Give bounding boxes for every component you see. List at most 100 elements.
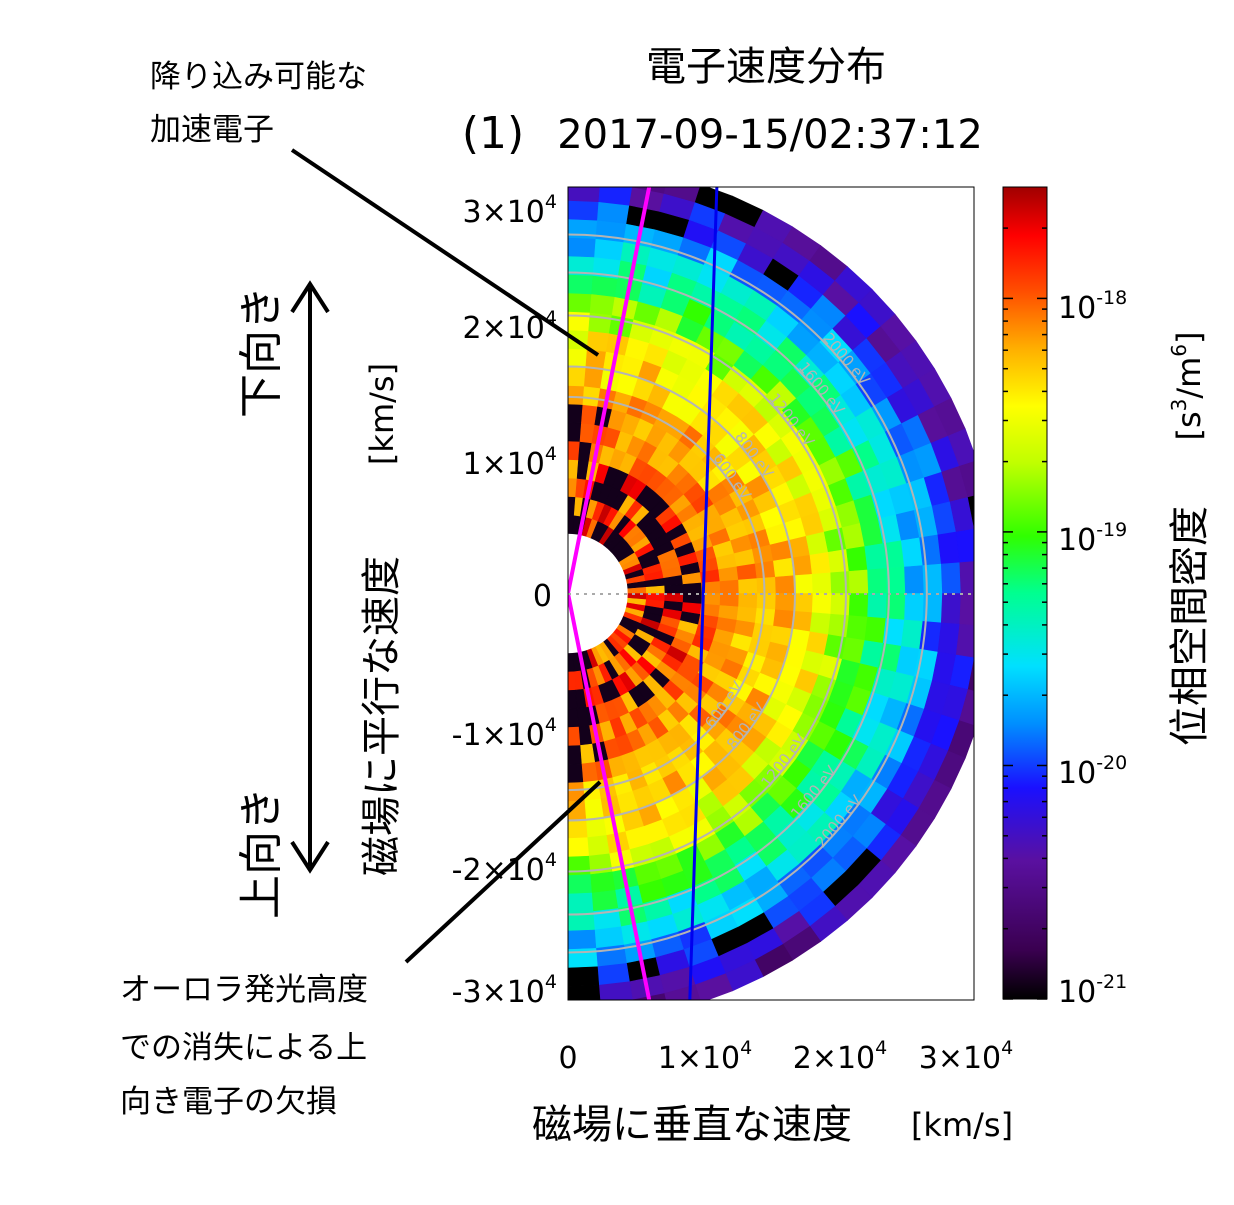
heatmap-cell bbox=[775, 593, 795, 612]
y-tick-label: 3×104 bbox=[463, 191, 558, 230]
direction-arrow bbox=[290, 280, 330, 874]
heatmap-cell bbox=[793, 593, 814, 614]
heatmap-cell bbox=[864, 616, 887, 644]
arrow-head-up bbox=[290, 280, 330, 314]
energy-contour bbox=[568, 395, 766, 792]
arrow-bottom-label: 上向き bbox=[236, 787, 287, 919]
heatmap-cell bbox=[568, 911, 595, 932]
heatmap-cell bbox=[959, 689, 974, 726]
heatmap-cell bbox=[756, 593, 777, 611]
heatmap-cell bbox=[568, 348, 588, 369]
energy-contour bbox=[568, 314, 847, 873]
heatmap-cell bbox=[827, 549, 850, 574]
heatmap-cell bbox=[809, 551, 832, 575]
heatmap-cell bbox=[583, 367, 604, 389]
heatmap-cell bbox=[568, 274, 594, 295]
heatmap-cell bbox=[645, 585, 666, 594]
x-tick-label: 2×104 bbox=[793, 1037, 888, 1076]
plot-frame bbox=[567, 186, 975, 1001]
heatmap-cell bbox=[568, 164, 602, 184]
heatmap-cell bbox=[846, 546, 868, 572]
heatmap-cell bbox=[568, 652, 575, 673]
heatmap-cell bbox=[568, 855, 591, 876]
chart-title: 電子速度分布 bbox=[646, 44, 886, 90]
y-tick-label: -2×104 bbox=[452, 849, 557, 888]
heatmap-cell bbox=[809, 612, 832, 636]
heatmap-cell bbox=[955, 623, 974, 659]
heatmap-cell bbox=[846, 615, 868, 641]
heatmap-cell bbox=[830, 593, 851, 616]
x-tick-label: 0 bbox=[558, 1041, 577, 1076]
colorbar-tick-label: 10-21 bbox=[1058, 971, 1127, 1010]
heatmap-cell bbox=[682, 582, 703, 594]
colorbar-tick-label: 10-19 bbox=[1058, 519, 1127, 558]
colorbar-tick-label: 10-18 bbox=[1058, 287, 1127, 326]
heatmap-cell bbox=[904, 565, 925, 594]
heatmap-cell bbox=[940, 562, 962, 594]
heatmap-cell bbox=[568, 200, 600, 221]
heatmap-cell bbox=[629, 999, 633, 1000]
y-tick-labels: 3×104 2×104 1×104 0 -1×104 -2×104 -3×104 bbox=[452, 191, 557, 1010]
y-tick-label: 2×104 bbox=[463, 307, 558, 346]
heatmap-cell bbox=[830, 571, 851, 594]
heatmap-cell bbox=[864, 543, 887, 571]
colorbar: 10-18 10-19 10-20 10-21 位相空間密度 [s3/m6] bbox=[1002, 186, 1213, 1010]
heatmap-cell bbox=[568, 689, 578, 710]
heatmap-cell bbox=[568, 422, 582, 442]
heatmap-cell bbox=[959, 561, 974, 594]
heatmap-cell bbox=[974, 526, 996, 561]
top-note-line2: 加速電子 bbox=[150, 112, 274, 148]
heatmap-cell bbox=[978, 594, 998, 628]
y-axis-label: 磁場に平行な速度 bbox=[359, 556, 405, 876]
colorbar-label: 位相空間密度 bbox=[1167, 506, 1213, 746]
heatmap-cell bbox=[568, 440, 581, 461]
heatmap-cell bbox=[756, 576, 777, 594]
subtitle-index: (1) bbox=[462, 108, 524, 159]
heatmap-cell bbox=[940, 593, 962, 625]
y-tick-label: -3×104 bbox=[452, 971, 557, 1010]
bottom-note-line3: 向き電子の欠損 bbox=[120, 1084, 337, 1120]
y-axis-unit: [km/s] bbox=[363, 363, 401, 465]
heatmap-cell bbox=[827, 613, 850, 638]
heatmap-cell bbox=[773, 557, 795, 578]
top-note-pointer bbox=[290, 148, 600, 357]
heatmap-cell bbox=[694, 973, 733, 1000]
heatmap-cell bbox=[811, 593, 832, 615]
heatmap-cell bbox=[959, 593, 974, 626]
heatmap-cell bbox=[664, 584, 684, 594]
heatmap-cell bbox=[738, 593, 758, 609]
magenta-line bbox=[568, 187, 652, 1000]
x-tick-label: 3×104 bbox=[919, 1037, 1014, 1076]
heatmap-cell bbox=[682, 593, 703, 605]
heatmap-cell bbox=[718, 566, 739, 582]
heatmap-cell bbox=[568, 984, 601, 1000]
heatmap-cell bbox=[848, 593, 869, 618]
heatmap-cell bbox=[974, 626, 996, 661]
heatmap-cell bbox=[949, 497, 974, 533]
heatmap-cell bbox=[568, 187, 601, 203]
heatmap-cell bbox=[581, 762, 598, 783]
heatmap-cell bbox=[738, 578, 758, 594]
heatmap-cell bbox=[589, 871, 616, 894]
heatmap-cell bbox=[663, 187, 701, 203]
heatmap-cell bbox=[589, 293, 616, 316]
heatmap-cell bbox=[967, 658, 974, 692]
heatmap-cell bbox=[568, 818, 588, 839]
heatmap-cell bbox=[568, 292, 592, 313]
heatmap-cell bbox=[568, 403, 584, 424]
heatmap-cell bbox=[568, 874, 592, 895]
heatmap-cell bbox=[568, 708, 579, 728]
y-tick-label: 1×104 bbox=[463, 443, 558, 482]
heatmap-cell bbox=[900, 537, 924, 568]
heatmap-cell bbox=[568, 929, 597, 950]
heatmap-cell bbox=[568, 366, 587, 387]
heatmap-cell bbox=[811, 572, 832, 594]
heatmap-cell bbox=[586, 835, 610, 857]
heatmap-cell bbox=[719, 593, 740, 608]
heatmap-cell bbox=[591, 275, 619, 298]
timestamp: 2017-09-15/02:37:12 bbox=[557, 112, 983, 158]
heatmap-cell bbox=[848, 569, 869, 594]
arrow-head-down bbox=[290, 840, 330, 874]
